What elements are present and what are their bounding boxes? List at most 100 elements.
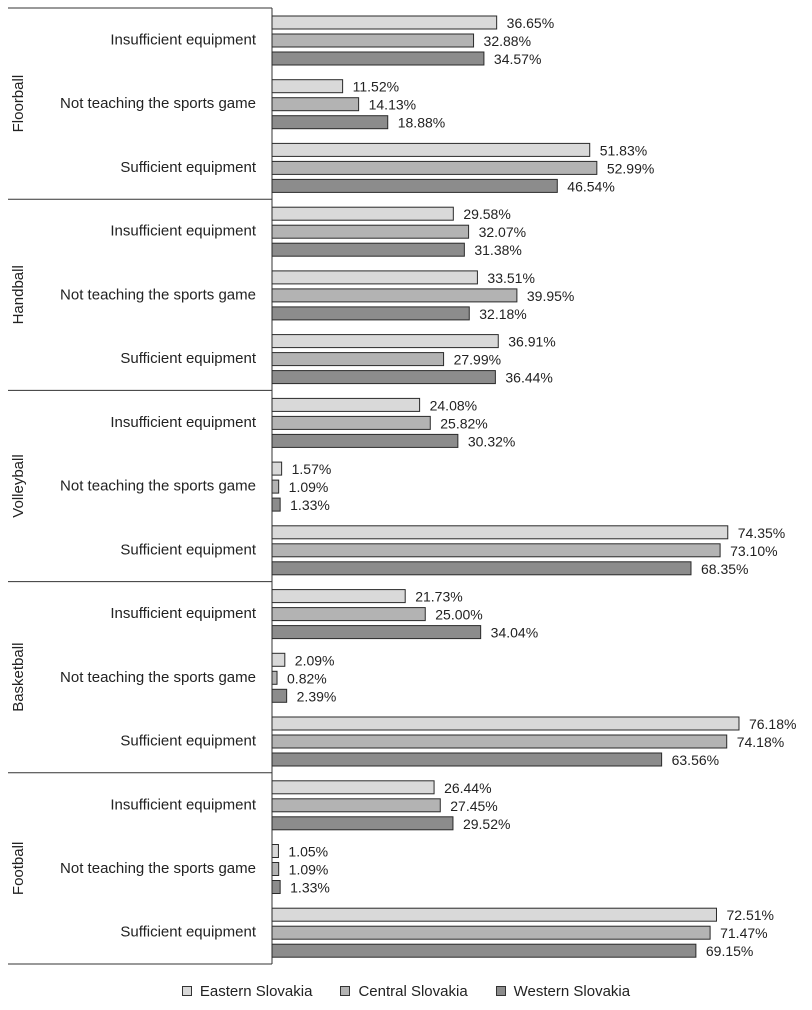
value-label: 2.09%	[295, 652, 335, 668]
category-label: Sufficient equipment	[120, 541, 256, 558]
value-label: 63.56%	[672, 752, 719, 768]
bar-central-slovakia	[271, 670, 278, 685]
bar-central-slovakia	[271, 862, 280, 876]
group-label-handball: Handball	[10, 265, 27, 324]
bar-central-slovakia	[271, 33, 475, 48]
value-label: 36.65%	[507, 15, 554, 31]
value-label: 31.38%	[474, 242, 521, 258]
bar-eastern-slovakia	[271, 589, 406, 604]
group-label-football: Football	[10, 842, 27, 895]
category-label: Sufficient equipment	[120, 159, 256, 176]
bar-central-slovakia	[271, 607, 426, 622]
value-label: 27.99%	[454, 352, 501, 368]
group-label-basketball: Basketball	[10, 643, 27, 712]
group-label-volleyball: Volleyball	[10, 454, 27, 517]
bar-eastern-slovakia	[271, 780, 435, 795]
bar-western-slovakia	[271, 306, 470, 321]
category-label: Sufficient equipment	[120, 732, 256, 749]
bar-western-slovakia	[271, 816, 454, 831]
value-label: 21.73%	[415, 589, 462, 605]
category-label: Not teaching the sports game	[60, 669, 256, 686]
value-label: 74.18%	[737, 734, 784, 750]
legend-item-central-slovakia: Central Slovakia	[340, 982, 468, 1000]
value-label: 71.47%	[720, 925, 767, 941]
value-label: 25.82%	[440, 415, 487, 431]
legend-swatch-western	[495, 986, 506, 996]
category-label: Not teaching the sports game	[60, 478, 256, 495]
group-label-floorball: Floorball	[10, 75, 27, 133]
bar-western-slovakia	[271, 561, 692, 576]
legend-label-central: Central Slovakia	[358, 982, 468, 1000]
value-label: 27.45%	[450, 798, 497, 814]
value-label: 73.10%	[730, 543, 777, 559]
bar-central-slovakia	[271, 479, 280, 494]
bar-western-slovakia	[271, 625, 482, 640]
value-label: 1.33%	[290, 880, 330, 896]
value-label: 25.00%	[435, 607, 482, 623]
category-label: Sufficient equipment	[120, 350, 256, 367]
value-label: 30.32%	[468, 433, 515, 449]
bar-eastern-slovakia	[271, 525, 729, 540]
value-label: 52.99%	[607, 160, 654, 176]
bar-western-slovakia	[271, 752, 663, 767]
bar-eastern-slovakia	[271, 206, 454, 221]
bar-eastern-slovakia	[271, 844, 279, 858]
bar-western-slovakia	[271, 433, 459, 448]
bar-central-slovakia	[271, 224, 470, 239]
value-label: 68.35%	[701, 561, 748, 577]
bar-central-slovakia	[271, 288, 518, 303]
value-label: 24.08%	[430, 397, 477, 413]
legend-swatch-central	[340, 986, 351, 996]
legend-label-western: Western Slovakia	[513, 982, 631, 1000]
category-label: Insufficient equipment	[110, 31, 256, 48]
value-label: 36.44%	[505, 370, 552, 386]
bar-western-slovakia	[271, 688, 288, 703]
value-label: 29.58%	[463, 206, 510, 222]
grouped-bar-chart: Floorball Insufficient equipment 36.65% 32.…	[8, 7, 796, 965]
bar-central-slovakia	[271, 415, 431, 430]
value-label: 14.13%	[369, 97, 416, 113]
bar-western-slovakia	[271, 370, 496, 385]
bar-eastern-slovakia	[271, 461, 283, 476]
bar-western-slovakia	[271, 178, 558, 193]
value-label: 29.52%	[463, 816, 510, 832]
value-label: 34.57%	[494, 51, 541, 67]
bar-central-slovakia	[271, 97, 360, 112]
value-label: 39.95%	[527, 288, 574, 304]
value-label: 32.07%	[479, 224, 526, 240]
bar-central-slovakia	[271, 352, 445, 367]
value-label: 69.15%	[706, 943, 753, 959]
value-label: 1.57%	[292, 461, 332, 477]
value-label: 34.04%	[491, 625, 538, 641]
bar-eastern-slovakia	[271, 79, 344, 94]
bar-central-slovakia	[271, 798, 441, 813]
category-label: Insufficient equipment	[110, 223, 256, 240]
value-label: 32.88%	[484, 33, 531, 49]
category-label: Sufficient equipment	[120, 924, 256, 941]
bar-central-slovakia	[271, 543, 721, 558]
bar-eastern-slovakia	[271, 652, 286, 667]
value-label: 76.18%	[749, 716, 796, 732]
bar-eastern-slovakia	[271, 716, 740, 731]
value-label: 1.09%	[289, 862, 329, 878]
bar-eastern-slovakia	[271, 907, 717, 922]
value-label: 32.18%	[479, 306, 526, 322]
bar-central-slovakia	[271, 160, 598, 175]
category-label: Not teaching the sports game	[60, 860, 256, 877]
chart-legend: Eastern Slovakia Central Slovakia Wester…	[0, 980, 812, 1002]
value-label: 33.51%	[487, 270, 534, 286]
bar-eastern-slovakia	[271, 397, 421, 412]
legend-swatch-eastern	[181, 986, 192, 996]
value-label: 2.39%	[297, 688, 337, 704]
bar-eastern-slovakia	[271, 142, 591, 157]
category-label: Insufficient equipment	[110, 414, 256, 431]
value-label: 1.05%	[288, 844, 328, 860]
value-label: 1.33%	[290, 497, 330, 513]
value-label: 51.83%	[600, 142, 647, 158]
value-label: 11.52%	[353, 79, 399, 95]
bar-western-slovakia	[271, 880, 281, 894]
value-label: 0.82%	[287, 670, 327, 686]
value-label: 36.91%	[508, 334, 555, 350]
bar-western-slovakia	[271, 51, 485, 66]
bar-eastern-slovakia	[271, 270, 478, 285]
